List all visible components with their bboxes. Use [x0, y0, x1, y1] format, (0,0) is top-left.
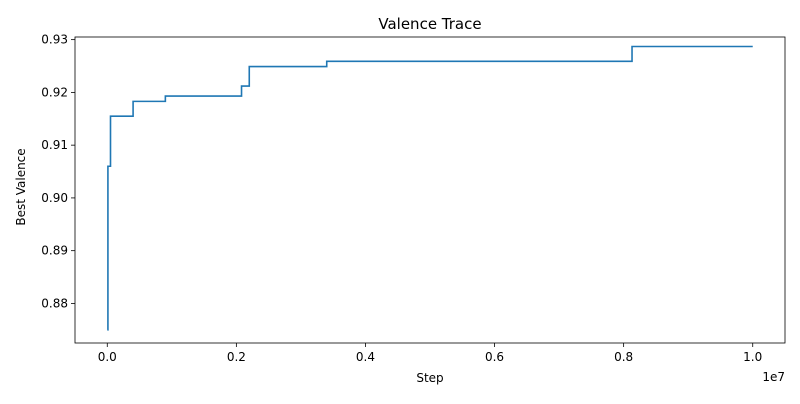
x-axis-offset-label: 1e7 [762, 370, 785, 384]
x-tick-label: 0.4 [356, 350, 375, 364]
y-tick-label: 0.92 [41, 85, 68, 99]
x-tick-label: 1.0 [743, 350, 762, 364]
y-tick-label: 0.90 [41, 191, 68, 205]
y-tick-label: 0.93 [41, 33, 68, 47]
plot-frame [74, 36, 786, 344]
series-line-0 [107, 45, 753, 331]
y-tick-label: 0.89 [41, 244, 68, 258]
x-tick-label: 0.0 [98, 350, 117, 364]
chart-title: Valence Trace [378, 15, 481, 33]
y-tick-label: 0.88 [41, 296, 68, 310]
y-axis-label: Best Valence [14, 148, 28, 225]
x-tick-label: 0.8 [614, 350, 633, 364]
x-tick-label: 0.6 [485, 350, 504, 364]
x-tick-label: 0.2 [227, 350, 246, 364]
x-axis-label: Step [416, 371, 443, 385]
y-tick-label: 0.91 [41, 138, 68, 152]
